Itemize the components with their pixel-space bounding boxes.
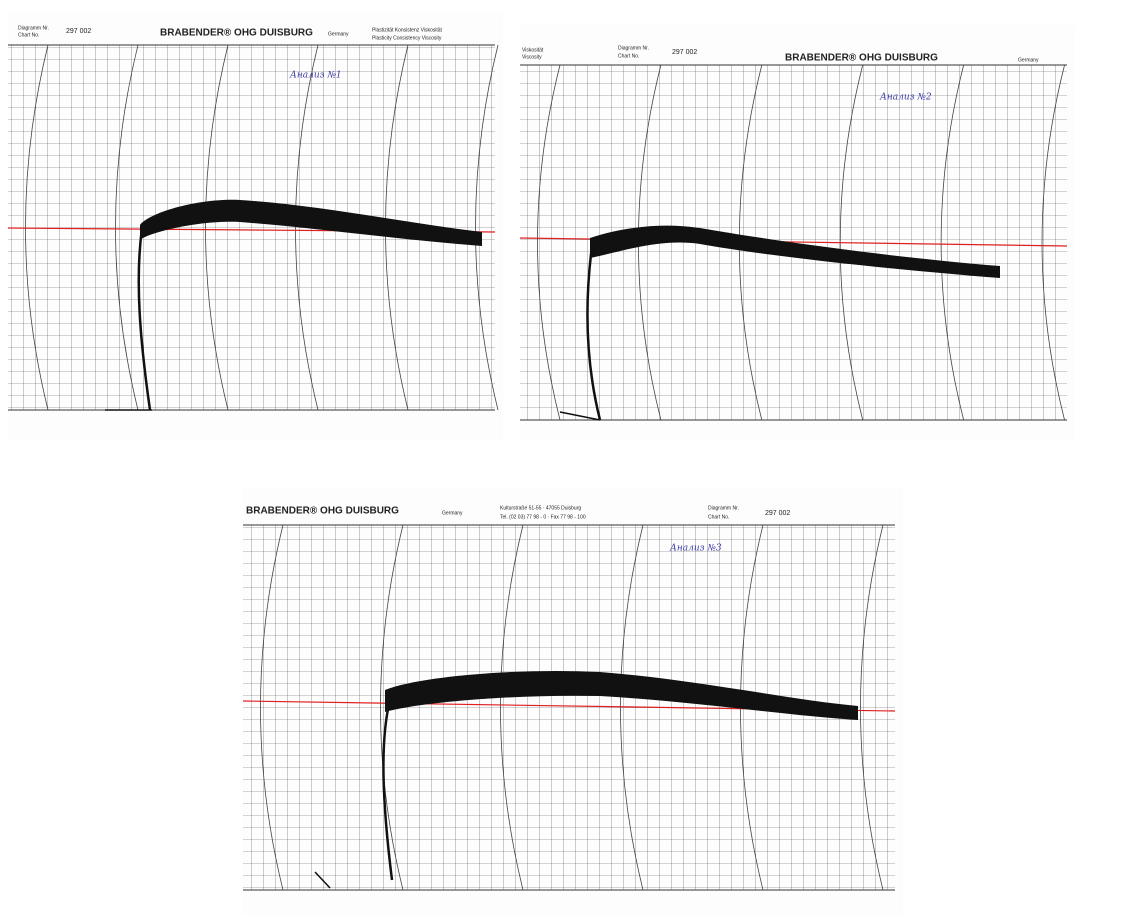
time-arc	[860, 524, 884, 891]
time-arc	[295, 44, 319, 411]
curve-band	[590, 225, 1000, 278]
address: Kulturstraße 51-55 · 47055 Duisburg	[500, 505, 581, 511]
handwritten-note: Анализ №3	[669, 544, 722, 554]
country: Germany	[1018, 57, 1039, 63]
time-arc	[620, 524, 644, 891]
brand: BRABENDER® OHG DUISBURG	[246, 506, 399, 517]
diagram-label: Diagramm Nr.	[18, 25, 49, 31]
time-arc	[205, 44, 229, 411]
chart-number: 297 002	[765, 510, 790, 517]
curve-foot	[314, 871, 331, 889]
time-arc	[1041, 64, 1065, 421]
time-arc	[537, 64, 561, 421]
curve-band	[140, 199, 482, 246]
brand: BRABENDER® OHG DUISBURG	[785, 53, 938, 64]
chart-label: Chart No.	[618, 53, 639, 59]
handwritten-note: Анализ №2	[879, 93, 932, 103]
time-arc	[475, 44, 499, 411]
curve-rise	[382, 699, 394, 881]
chart-paper	[7, 12, 503, 440]
diagram-label: Diagramm Nr.	[618, 45, 649, 51]
columns-en: Viscosity	[522, 54, 542, 60]
time-arc	[380, 524, 404, 891]
chart-label: Chart No.	[708, 514, 729, 520]
curve-band	[385, 670, 858, 720]
curve-foot	[559, 411, 601, 421]
columns-de: Viskosität	[522, 47, 544, 53]
curve-rise	[586, 245, 602, 421]
chart-paper	[242, 488, 903, 915]
country: Germany	[442, 510, 463, 516]
diagram-label: Diagramm Nr.	[708, 505, 739, 511]
time-arc	[940, 64, 965, 421]
time-arc	[25, 44, 49, 411]
time-arc	[260, 524, 284, 891]
chart-label: Chart No.	[18, 32, 39, 38]
handwritten-note: Анализ №1	[289, 71, 342, 81]
chart-number: 297 002	[66, 28, 91, 35]
country: Germany	[328, 31, 349, 37]
time-arc	[500, 524, 524, 891]
columns-de: Plastizität Konsistenz Viskosität	[372, 27, 443, 33]
columns-en: Plasticity Consistency Viscosity	[372, 35, 442, 41]
chart-paper	[519, 25, 1075, 440]
brand: BRABENDER® OHG DUISBURG	[160, 28, 313, 39]
chart-number: 297 002	[672, 49, 697, 56]
time-arc	[115, 44, 139, 411]
curve-rise	[137, 227, 152, 411]
phone: Tel. (02 03) 77 98 - 0 · Fax 77 98 - 100	[500, 514, 586, 520]
